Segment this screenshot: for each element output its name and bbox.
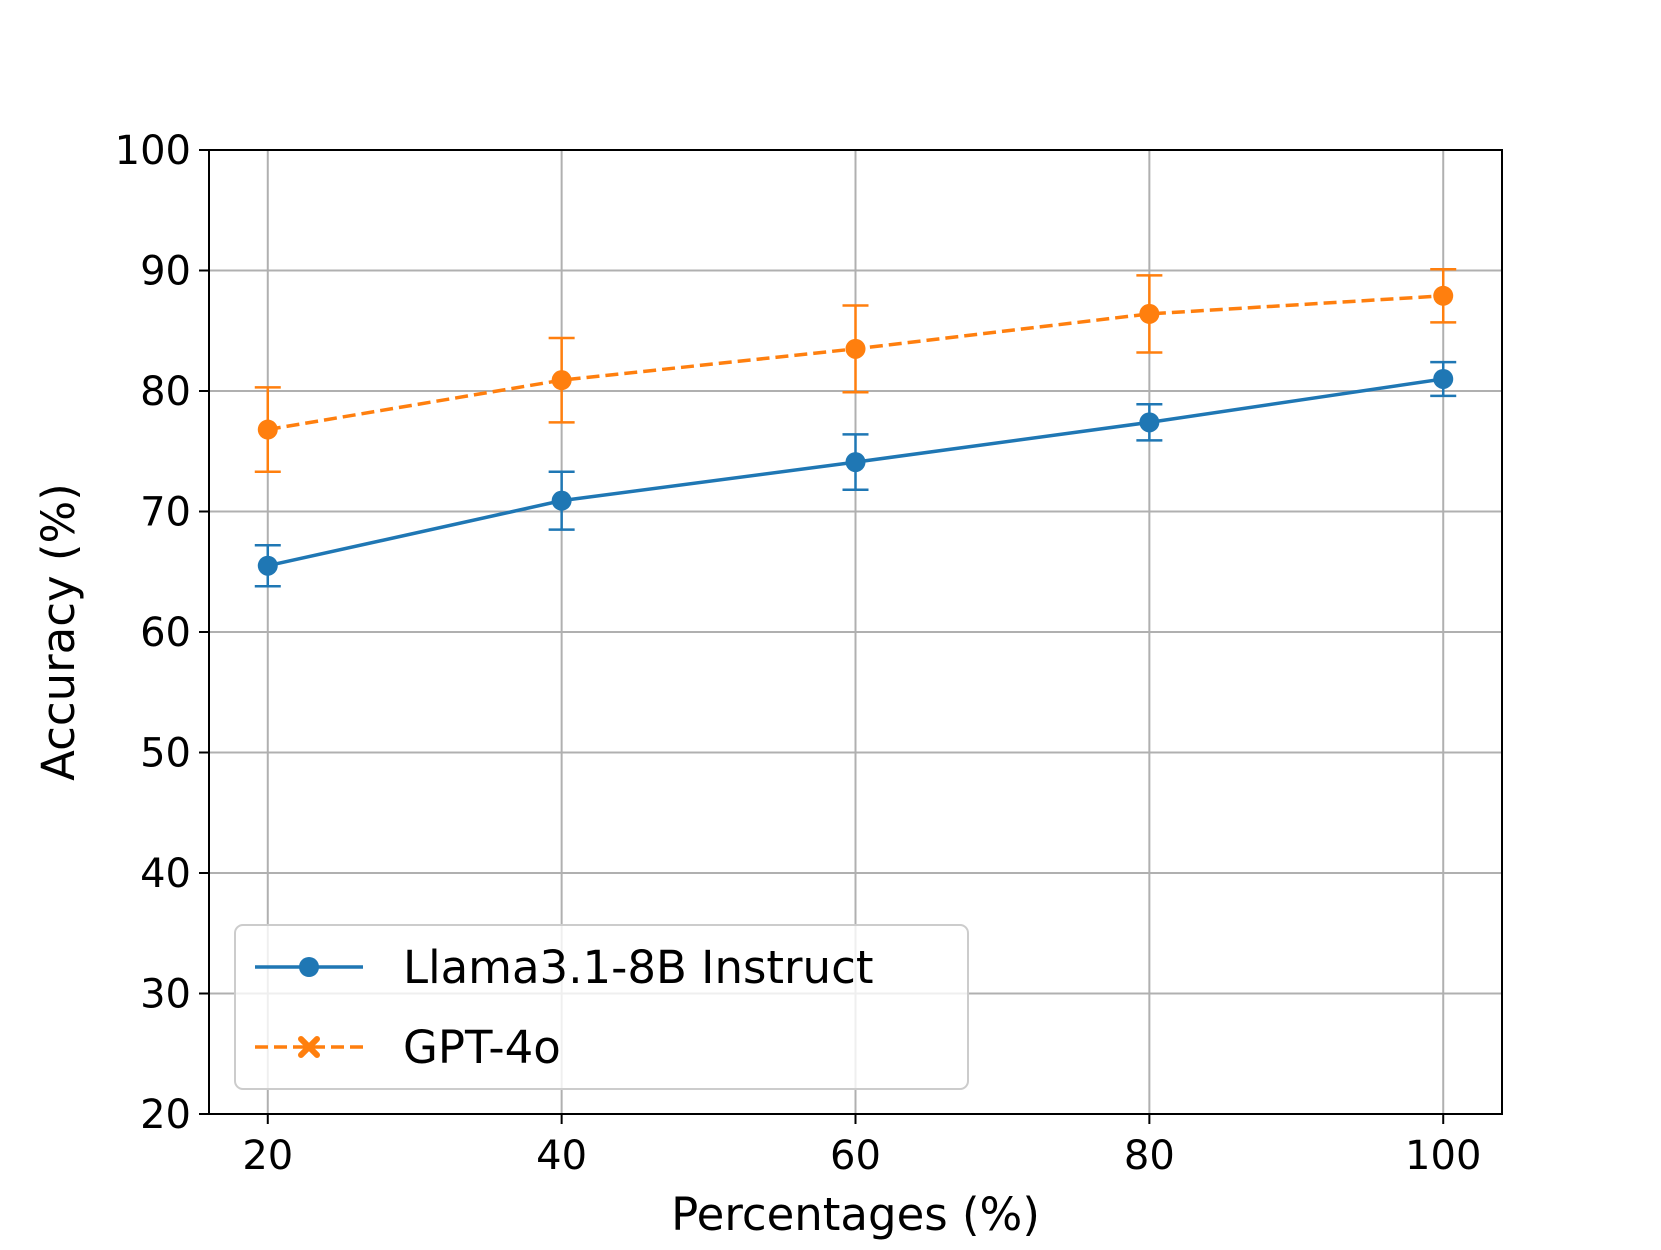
y-tick-label: 60: [140, 610, 191, 656]
legend: Llama3.1-8B Instruct GPT-4o: [234, 924, 969, 1090]
x-tick-label: 40: [536, 1133, 587, 1179]
series-gpt4o: [254, 268, 1457, 473]
axes: 20 40 60 80 100 20 30 40 50 60 70 80 90 100: [115, 128, 1482, 1179]
data-point: [1433, 368, 1454, 389]
legend-box: [234, 924, 969, 1090]
data-point: [845, 452, 866, 473]
y-tick-label: 70: [140, 490, 191, 536]
y-tick-label: 80: [140, 369, 191, 415]
data-point: [1139, 412, 1160, 433]
y-tick-label: 20: [140, 1092, 191, 1138]
y-tick-label: 100: [115, 128, 191, 174]
x-tick-label: 60: [830, 1133, 881, 1179]
x-axis-label: Percentages (%): [671, 1188, 1040, 1241]
x-tick-label: 20: [242, 1133, 293, 1179]
y-tick-label: 90: [140, 249, 191, 295]
series-llama: [254, 360, 1457, 588]
y-tick-label: 50: [140, 731, 191, 777]
legend-marker-x-icon: [298, 1036, 320, 1058]
x-tick-label: 100: [1405, 1133, 1481, 1179]
legend-item: Llama3.1-8B Instruct: [255, 941, 873, 994]
y-tick-label: 30: [140, 972, 191, 1018]
data-point: [1433, 285, 1454, 306]
legend-label: GPT-4o: [403, 1021, 561, 1074]
data-point: [551, 490, 572, 511]
legend-item: GPT-4o: [255, 1021, 561, 1074]
x-tick-label: 80: [1124, 1133, 1175, 1179]
y-tick-label: 40: [140, 851, 191, 897]
data-point: [845, 338, 866, 359]
data-point: [257, 555, 278, 576]
legend-marker-circle-icon: [299, 957, 319, 977]
data-point: [551, 370, 572, 391]
data-point: [257, 419, 278, 440]
data-point: [1139, 303, 1160, 324]
y-axis-label: Accuracy (%): [32, 483, 85, 781]
series-area: [254, 268, 1457, 588]
legend-label: Llama3.1-8B Instruct: [403, 941, 873, 994]
